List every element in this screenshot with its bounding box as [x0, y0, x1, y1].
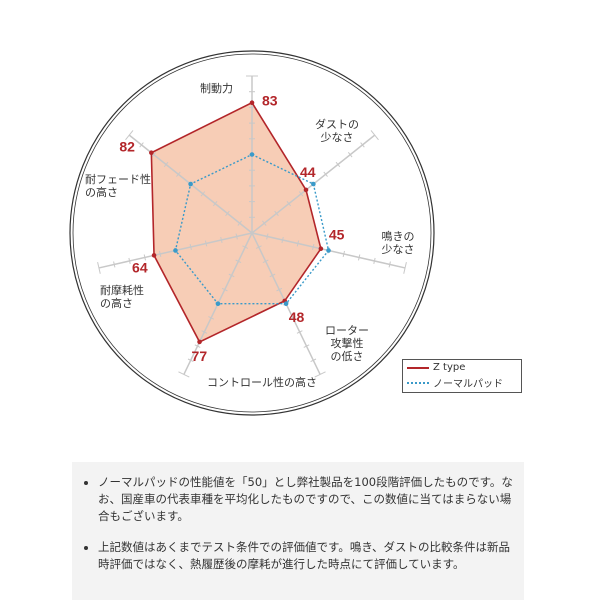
axis-label: ローター攻撃性の低さ	[325, 324, 369, 363]
axis-tick	[187, 358, 194, 363]
axis-tick	[296, 330, 303, 334]
axis-tick	[269, 273, 276, 278]
legend-item-z-type: Z type	[403, 360, 521, 375]
legend-item-normal-pad: ノーマルパッド	[403, 375, 521, 390]
axis-tick	[347, 152, 353, 158]
axis-tick	[310, 358, 317, 363]
axis-tick	[262, 220, 267, 226]
axis-tick	[189, 243, 192, 251]
normal-pad-point	[173, 248, 178, 253]
inner-ring	[72, 53, 432, 413]
data-label: 77	[192, 348, 208, 364]
axis-tick	[388, 261, 391, 268]
data-label: 83	[262, 93, 278, 109]
axis-label: 制動力	[200, 81, 233, 95]
axis-tick	[342, 250, 345, 257]
axis-label: コントロール性の高さ	[207, 375, 317, 389]
axis-label: 耐摩耗性の高さ	[100, 283, 144, 310]
z-type-point	[149, 150, 154, 156]
axis-tick	[296, 240, 300, 247]
axis-tick	[323, 171, 328, 177]
axis-tick	[139, 142, 144, 148]
axis-tick	[255, 245, 262, 249]
legend: Z type ノーマルパッド	[402, 359, 522, 393]
axis-tick	[298, 191, 304, 197]
axis-tick	[274, 210, 279, 217]
axis-tick	[159, 250, 162, 257]
axis-tick	[357, 254, 361, 261]
legend-label: Z type	[433, 362, 466, 373]
axis-tick	[314, 371, 326, 378]
axis-tick	[212, 200, 218, 207]
axis-tick	[143, 254, 147, 261]
axis-tick	[262, 259, 269, 264]
axis-label: ダストの少なさ	[315, 117, 359, 144]
normal-pad-point	[283, 301, 289, 307]
axis-label: 耐フェード性の高さ	[85, 172, 151, 199]
z-type-point	[303, 187, 309, 193]
data-label: 45	[329, 227, 345, 243]
legend-swatch-z-type	[407, 366, 429, 369]
axis-tick	[178, 371, 190, 378]
axis-tick	[220, 236, 223, 244]
data-label: 64	[132, 259, 148, 275]
data-label: 44	[300, 164, 316, 180]
axis-tick	[176, 171, 181, 177]
z-type-area	[151, 102, 321, 342]
axis-tick	[163, 161, 169, 168]
axis-tick	[208, 316, 215, 320]
axis-tick	[370, 130, 379, 141]
normal-pad-line	[174, 153, 330, 305]
axis-tick	[151, 152, 157, 158]
axis-tick	[303, 344, 310, 348]
axis-tick	[201, 330, 208, 334]
axis-tick	[335, 161, 341, 168]
axis-tick	[194, 344, 201, 348]
normal-pad-point	[326, 248, 331, 253]
z-type-point	[249, 100, 255, 105]
normal-pad-point	[249, 152, 255, 157]
axis-tick	[403, 261, 407, 274]
axis-tick	[266, 233, 269, 240]
data-label: 82	[119, 139, 135, 155]
axis-tick	[200, 191, 206, 197]
z-type-point	[318, 246, 324, 252]
z-type-line	[150, 101, 322, 343]
legend-swatch-normal-pad	[407, 381, 429, 384]
axis-tick	[97, 261, 101, 274]
axis-tick	[228, 273, 235, 278]
axis-tick	[312, 243, 315, 251]
axis-tick	[373, 257, 376, 264]
normal-pad-point	[188, 181, 193, 187]
z-type-point	[151, 253, 157, 258]
axis-tick	[242, 245, 249, 249]
data-label: 48	[289, 309, 305, 325]
axis-tick	[276, 287, 283, 292]
axis-label: 鳴きの少なさ	[382, 229, 415, 256]
note-item: 上記数値はあくまでテスト条件での評価値です。鳴き、ダストの比較条件は新品時評価で…	[98, 539, 516, 573]
note-item: ノーマルパッドの性能値を「50」とし弊社製品を100段階評価したものです。なお、…	[98, 474, 516, 525]
radar-chart: 83 44 45 48 77 64 82 制動力ダストの少なさ鳴きの少なさローター攻撃性の低さ…	[69, 50, 435, 416]
axis-tick	[128, 257, 131, 264]
normal-pad-point	[311, 181, 316, 187]
legend-label: ノーマルパッド	[433, 379, 503, 390]
axis-tick	[221, 287, 228, 292]
axis-tick	[289, 316, 296, 320]
notes-box: ノーマルパッドの性能値を「50」とし弊社製品を100段階評価したものです。なお、…	[72, 462, 524, 600]
axis-tick	[113, 261, 116, 268]
axis-tick	[286, 200, 292, 207]
axis-tick	[225, 210, 230, 217]
axis-tick	[237, 220, 242, 226]
axis-tick	[125, 130, 134, 141]
axis-tick	[235, 233, 238, 240]
axis-tick	[235, 259, 242, 264]
normal-pad-point	[215, 301, 221, 307]
outer-ring	[69, 50, 435, 416]
axis-tick	[360, 142, 365, 148]
z-type-point	[197, 339, 202, 345]
axis-tick	[204, 240, 208, 247]
axis-tick	[281, 236, 284, 244]
